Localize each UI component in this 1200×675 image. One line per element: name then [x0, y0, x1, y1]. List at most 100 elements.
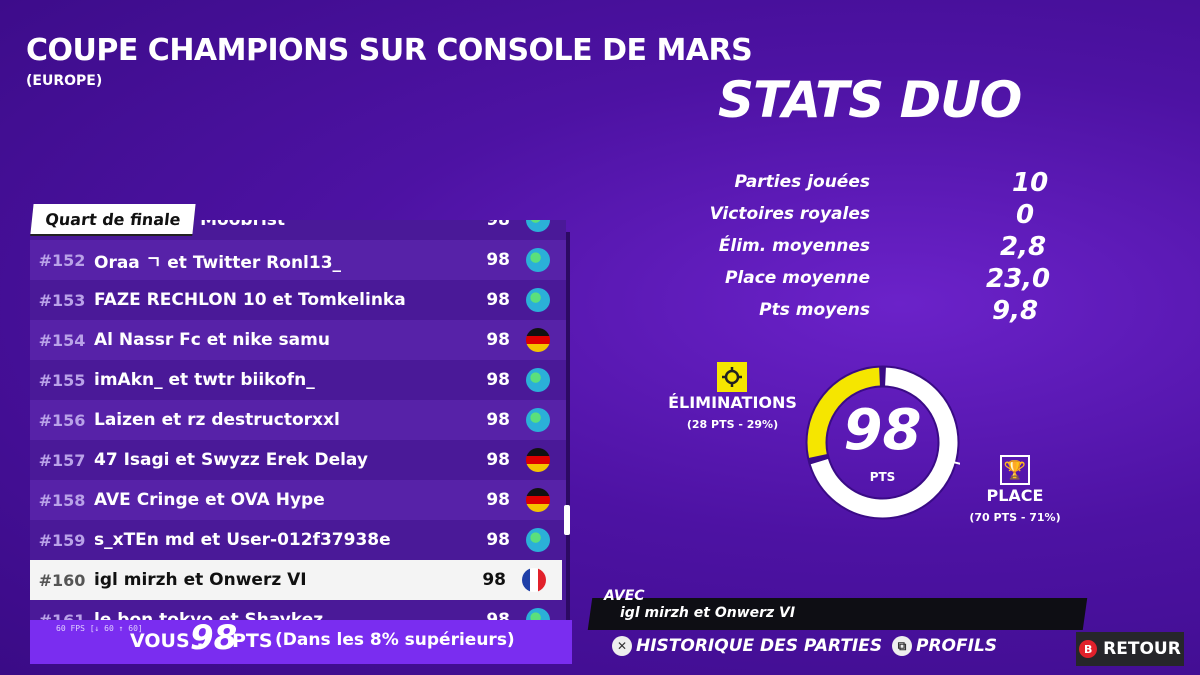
leaderboard-row[interactable]: #161 le bon tokyo et Shaykez 98: [30, 600, 566, 620]
vous-label: VOUS :: [130, 630, 204, 652]
eliminations-label: ÉLIMINATIONS: [668, 393, 797, 412]
team-score: 98: [486, 250, 510, 270]
team-score: 98: [486, 290, 510, 310]
leaderboard-row[interactable]: #154 Al Nassr Fc et nike samu 98: [30, 320, 566, 360]
stat-row: Place moyenne 23,0: [700, 264, 1080, 296]
rank: #159: [38, 530, 86, 550]
profils-button[interactable]: ⧉ PROFILS: [892, 636, 997, 656]
team-name: 47 Isagi et Swyzz Erek Delay: [94, 450, 368, 470]
eliminations-points: (28 PTS - 29%): [686, 418, 779, 431]
france-flag-icon: [522, 568, 546, 592]
crosshair-glyph: [722, 367, 742, 387]
ring-segment-eliminations: [807, 367, 958, 518]
teammate-name: igl mirzh et Onwerz VI: [620, 605, 796, 621]
stat-row: Victoires royales 0: [700, 200, 1080, 232]
team-score: 98: [482, 570, 506, 590]
rank: #152: [38, 250, 86, 270]
team-name: imAkn_ et twtr biikofn_: [94, 370, 315, 390]
germany-flag-icon: [526, 328, 550, 352]
retour-button[interactable]: B RETOUR: [1076, 632, 1184, 666]
team-name: AVE Cringe et OVA Hype: [94, 490, 325, 510]
stat-value: 23,0: [986, 264, 1051, 294]
globe-icon: [526, 408, 550, 432]
team-score: 98: [486, 450, 510, 470]
team-name: igl mirzh et Onwerz VI: [94, 570, 307, 590]
globe-icon: [526, 288, 550, 312]
place-connector: [944, 459, 960, 465]
leaderboard-row[interactable]: #159 s_xTEn md et User-012f37938e 98: [30, 520, 566, 560]
historique-button[interactable]: ✕ HISTORIQUE DES PARTIES: [612, 636, 882, 656]
team-score: 98: [486, 610, 510, 620]
rank: #156: [38, 410, 86, 430]
vous-pts-label: PTS: [232, 630, 273, 652]
profils-label: PROFILS: [916, 636, 998, 656]
team-name: FAZE RECHLON 10 et Tomkelinka: [94, 290, 406, 310]
stat-label: Pts moyens: [759, 300, 870, 320]
place-label: PLACE: [986, 486, 1044, 505]
germany-flag-icon: [526, 448, 550, 472]
points-ring: [805, 365, 960, 520]
team-name: Al Nassr Fc et nike samu: [94, 330, 330, 350]
page-subtitle: (EUROPE): [26, 73, 103, 89]
stats-title: STATS DUO: [718, 71, 1022, 129]
scrollbar-track[interactable]: [566, 232, 570, 622]
stat-value: 9,8: [992, 296, 1039, 326]
team-name: s_xTEn md et User-012f37938e: [94, 530, 391, 550]
leaderboard-row[interactable]: #153 FAZE RECHLON 10 et Tomkelinka 98: [30, 280, 566, 320]
touchpad-button-icon: ⧉: [892, 636, 912, 656]
retour-label: RETOUR: [1103, 639, 1181, 659]
globe-icon: [526, 528, 550, 552]
team-score: 98: [486, 370, 510, 390]
scrollbar-thumb[interactable]: [564, 505, 570, 535]
stat-row: Parties jouées 10: [700, 168, 1080, 200]
leaderboard-row[interactable]: #156 Laizen et rz destructorxxl 98: [30, 400, 566, 440]
leaderboard-row-selected[interactable]: #160 igl mirzh et Onwerz VI 98: [30, 560, 562, 600]
team-score: 98: [486, 330, 510, 350]
team-score: 98: [486, 410, 510, 430]
rank: #160: [38, 570, 86, 590]
trophy-icon: 🏆: [1000, 455, 1030, 485]
team-name: le bon tokyo et Shaykez: [94, 610, 324, 620]
leaderboard-row[interactable]: #152 Oraa ㄱ et Twitter Ronl13_ 98: [30, 240, 566, 280]
fps-counter: 60 FPS [↓ 60 ↑ 60]: [56, 624, 143, 633]
team-name: Oraa ㄱ et Twitter Ronl13_: [94, 252, 342, 273]
vous-percentile: (Dans les 8% supérieurs): [275, 630, 515, 650]
rank: #161: [38, 610, 86, 621]
rank: #158: [38, 490, 86, 510]
stat-label: Parties jouées: [734, 172, 870, 192]
team-score: 98: [486, 220, 510, 230]
stat-value: 2,8: [1000, 232, 1047, 262]
rank: #155: [38, 370, 86, 390]
rank: #153: [38, 290, 86, 310]
stat-row: Pts moyens 9,8: [700, 296, 1080, 328]
globe-icon: [526, 368, 550, 392]
globe-icon: [526, 608, 550, 620]
stat-label: Victoires royales: [709, 204, 870, 224]
b-button-icon: B: [1079, 640, 1098, 658]
team-score: 98: [486, 530, 510, 550]
germany-flag-icon: [526, 488, 550, 512]
globe-icon: [526, 248, 550, 272]
team-name: Laizen et rz destructorxxl: [94, 410, 340, 430]
globe-icon: [526, 220, 550, 232]
teammate-label: AVEC: [604, 588, 645, 604]
x-button-icon: ✕: [612, 636, 632, 656]
rank: #154: [38, 330, 86, 350]
stat-row: Élim. moyennes 2,8: [700, 232, 1080, 264]
vous-score: 98: [190, 618, 238, 658]
ring-pts-label: PTS: [869, 470, 896, 484]
team-score: 98: [486, 490, 510, 510]
page-title: COUPE CHAMPIONS SUR CONSOLE DE MARS: [26, 33, 753, 68]
tab-quart-de-finale[interactable]: Quart de finale: [30, 204, 196, 234]
player-summary-bar: [30, 620, 572, 664]
place-points: (70 PTS - 71%): [969, 511, 1061, 524]
leaderboard-row[interactable]: #155 imAkn_ et twtr biikofn_ 98: [30, 360, 566, 400]
leaderboard-row[interactable]: #157 47 Isagi et Swyzz Erek Delay 98: [30, 440, 566, 480]
ring-score: 98: [843, 398, 922, 463]
stats-panel: Parties jouées 10 Victoires royales 0 Élim…: [700, 168, 1080, 328]
crosshair-icon: [717, 362, 747, 392]
leaderboard-row[interactable]: #158 AVE Cringe et OVA Hype 98: [30, 480, 566, 520]
stat-label: Élim. moyennes: [718, 236, 870, 256]
rank: #157: [38, 450, 86, 470]
